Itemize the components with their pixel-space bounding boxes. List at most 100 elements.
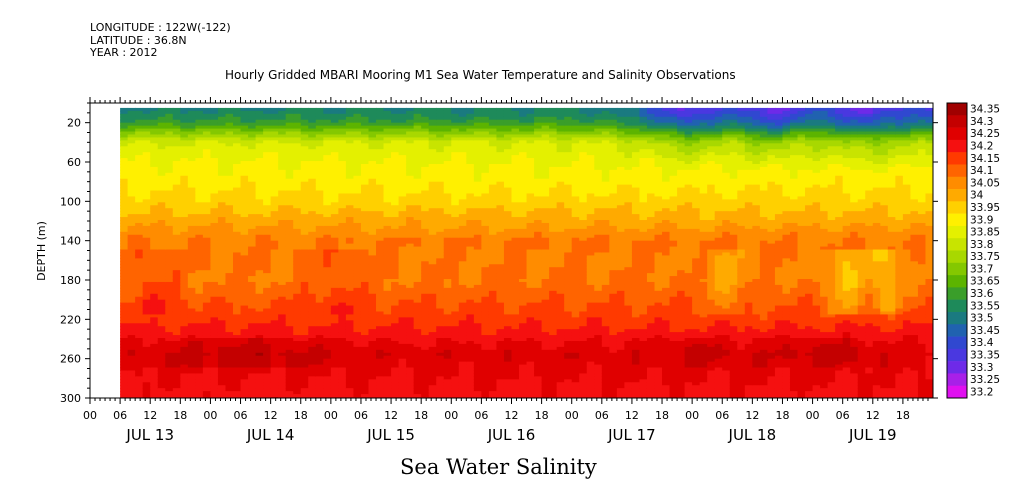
salinity-cell <box>225 335 234 339</box>
salinity-cell <box>338 163 347 168</box>
salinity-cell <box>225 246 234 251</box>
salinity-cell <box>120 317 129 321</box>
salinity-cell <box>263 370 272 375</box>
salinity-cell <box>466 196 475 200</box>
salinity-cell <box>391 107 400 112</box>
salinity-cell <box>473 385 482 389</box>
salinity-cell <box>451 155 460 159</box>
salinity-cell <box>383 379 392 383</box>
salinity-cell <box>210 116 219 121</box>
salinity-cell <box>270 264 279 268</box>
salinity-cell <box>308 131 317 136</box>
salinity-cell <box>368 308 377 313</box>
salinity-cell <box>240 302 249 307</box>
salinity-cell <box>240 335 249 339</box>
salinity-cell <box>436 358 445 363</box>
salinity-cell <box>285 293 294 298</box>
salinity-cell <box>270 349 279 354</box>
salinity-cell <box>135 255 144 259</box>
salinity-cell <box>142 252 151 257</box>
salinity-cell <box>142 184 151 189</box>
salinity-cell <box>413 255 422 259</box>
salinity-cell <box>345 367 355 372</box>
salinity-cell <box>345 116 355 121</box>
salinity-cell <box>172 149 181 153</box>
salinity-cell <box>278 276 287 280</box>
salinity-cell <box>406 152 415 156</box>
salinity-cell <box>443 184 452 189</box>
salinity-cell <box>263 305 272 310</box>
salinity-cell <box>458 346 467 351</box>
salinity-cell <box>165 255 174 259</box>
salinity-cell <box>338 373 347 377</box>
salinity-cell <box>353 217 362 221</box>
salinity-cell <box>315 340 324 345</box>
salinity-cell <box>436 143 445 147</box>
salinity-cell <box>278 116 287 121</box>
salinity-cell <box>345 205 355 209</box>
salinity-cell <box>473 155 482 159</box>
salinity-cell <box>127 279 136 283</box>
salinity-cell <box>338 228 347 233</box>
salinity-cell <box>315 143 324 147</box>
salinity-cell <box>263 385 272 389</box>
salinity-cell <box>225 382 234 386</box>
salinity-cell <box>458 287 467 292</box>
salinity-cell <box>225 281 234 286</box>
salinity-cell <box>165 367 174 372</box>
salinity-cell <box>187 314 196 318</box>
salinity-cell <box>248 320 257 324</box>
salinity-cell <box>383 166 392 171</box>
salinity-cell <box>172 376 181 380</box>
salinity-cell <box>248 379 257 383</box>
salinity-cell <box>338 211 347 215</box>
salinity-cell <box>278 161 287 165</box>
salinity-cell <box>360 311 370 316</box>
salinity-cell <box>263 284 272 289</box>
salinity-cell <box>127 346 136 351</box>
salinity-cell <box>255 240 264 245</box>
salinity-cell <box>165 252 174 257</box>
salinity-cell <box>142 394 151 398</box>
salinity-cell <box>360 317 370 321</box>
salinity-cell <box>165 119 174 124</box>
salinity-cell <box>323 335 332 339</box>
salinity-cell <box>180 149 189 153</box>
salinity-cell <box>353 208 362 212</box>
salinity-cell <box>360 211 370 215</box>
salinity-cell <box>187 116 196 121</box>
salinity-cell <box>293 181 302 186</box>
salinity-cell <box>466 276 475 280</box>
salinity-cell <box>278 258 287 262</box>
salinity-cell <box>368 217 377 221</box>
salinity-cell <box>315 293 324 298</box>
salinity-cell <box>248 134 257 139</box>
salinity-cell <box>165 293 174 298</box>
salinity-cell <box>323 161 332 165</box>
salinity-cell <box>466 255 475 259</box>
salinity-cell <box>368 225 377 230</box>
salinity-cell <box>248 217 257 221</box>
salinity-cell <box>278 128 287 133</box>
salinity-cell <box>293 391 302 395</box>
salinity-cell <box>187 172 196 177</box>
salinity-cell <box>466 293 475 298</box>
salinity-cell <box>330 382 339 386</box>
salinity-cell <box>451 231 460 236</box>
salinity-cell <box>458 273 467 277</box>
salinity-cell <box>436 128 445 133</box>
salinity-cell <box>172 205 181 209</box>
salinity-cell <box>451 367 460 372</box>
salinity-cell <box>338 113 347 118</box>
salinity-cell <box>451 161 460 165</box>
salinity-cell <box>135 394 144 398</box>
salinity-cell <box>451 211 460 215</box>
salinity-cell <box>300 373 309 377</box>
salinity-cell <box>248 205 257 209</box>
salinity-cell <box>330 388 339 392</box>
salinity-cell <box>300 311 309 316</box>
salinity-cell <box>353 116 362 121</box>
salinity-cell <box>278 246 287 251</box>
salinity-cell <box>353 284 362 289</box>
salinity-cell <box>443 379 452 383</box>
